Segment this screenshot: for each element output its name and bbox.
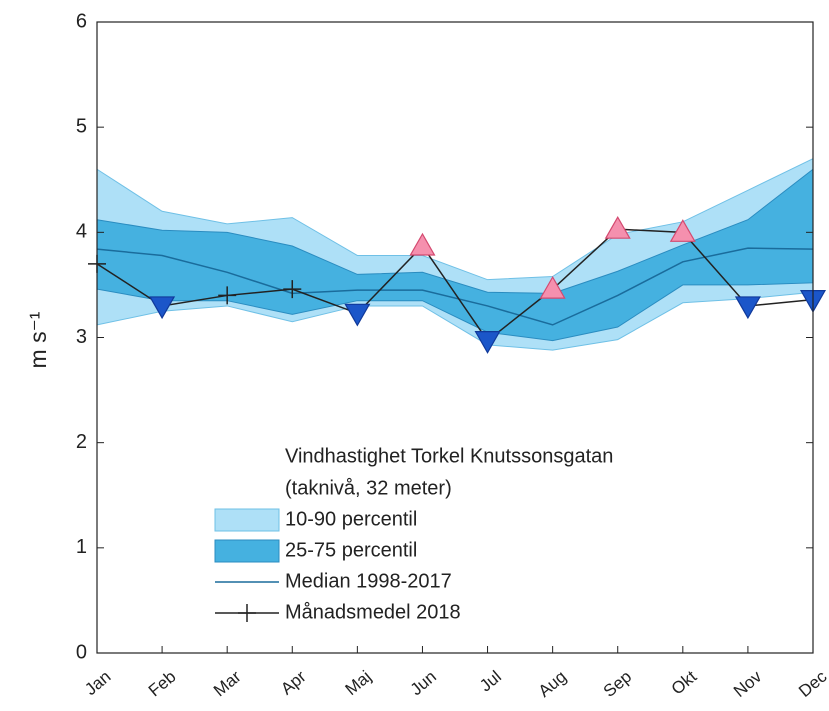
x-tick-label: Aug: [535, 667, 570, 701]
mean-line: [96, 228, 814, 342]
x-tick-label: Sep: [600, 667, 635, 701]
marker-down: [734, 296, 761, 320]
marker-down: [474, 331, 501, 354]
marker-plus: [218, 286, 237, 305]
marker-down: [344, 303, 371, 327]
x-tick-label: Mar: [210, 667, 245, 701]
legend-swatch: [214, 508, 280, 532]
marker-up: [604, 215, 631, 239]
plot-frame: [96, 21, 814, 654]
x-tick-label: Jun: [407, 667, 440, 699]
legend-title: Vindhastighet Torkel Knutssonsgatan: [285, 445, 613, 467]
y-tick-label: 6: [76, 10, 87, 32]
x-tick-label: Jul: [476, 667, 505, 696]
x-tick-label: Maj: [342, 667, 375, 699]
x-tick-label: Jan: [81, 667, 114, 699]
x-tick-label: Feb: [145, 667, 180, 700]
marker-up: [669, 219, 696, 242]
marker-up: [409, 232, 436, 256]
legend-swatch: [214, 539, 280, 563]
legend-label: 25-75 percentil: [285, 539, 417, 561]
x-tick-label: Dec: [795, 667, 829, 701]
x-tick-label: Apr: [277, 667, 310, 699]
band-area: [96, 168, 814, 342]
y-tick-label: 3: [76, 326, 87, 348]
legend-label: Månadsmedel 2018: [285, 601, 461, 623]
legend-title: (taknivå, 32 meter): [285, 477, 452, 499]
median-line: [96, 247, 814, 326]
y-tick-label: 5: [76, 115, 87, 137]
legend-marker: [238, 604, 256, 622]
x-tick-label: Nov: [730, 667, 766, 701]
y-tick-label: 1: [76, 536, 87, 558]
legend-label: Median 1998-2017: [285, 570, 452, 592]
y-tick-label: 0: [76, 641, 87, 663]
y-axis-label: m s⁻¹: [25, 311, 51, 368]
marker-plus: [283, 280, 302, 299]
marker-down: [149, 296, 176, 320]
y-tick-label: 2: [76, 431, 87, 453]
marker-up: [539, 275, 566, 299]
y-tick-label: 4: [76, 221, 87, 243]
x-tick-label: Okt: [668, 667, 701, 699]
legend-label: 10-90 percentil: [285, 508, 417, 530]
